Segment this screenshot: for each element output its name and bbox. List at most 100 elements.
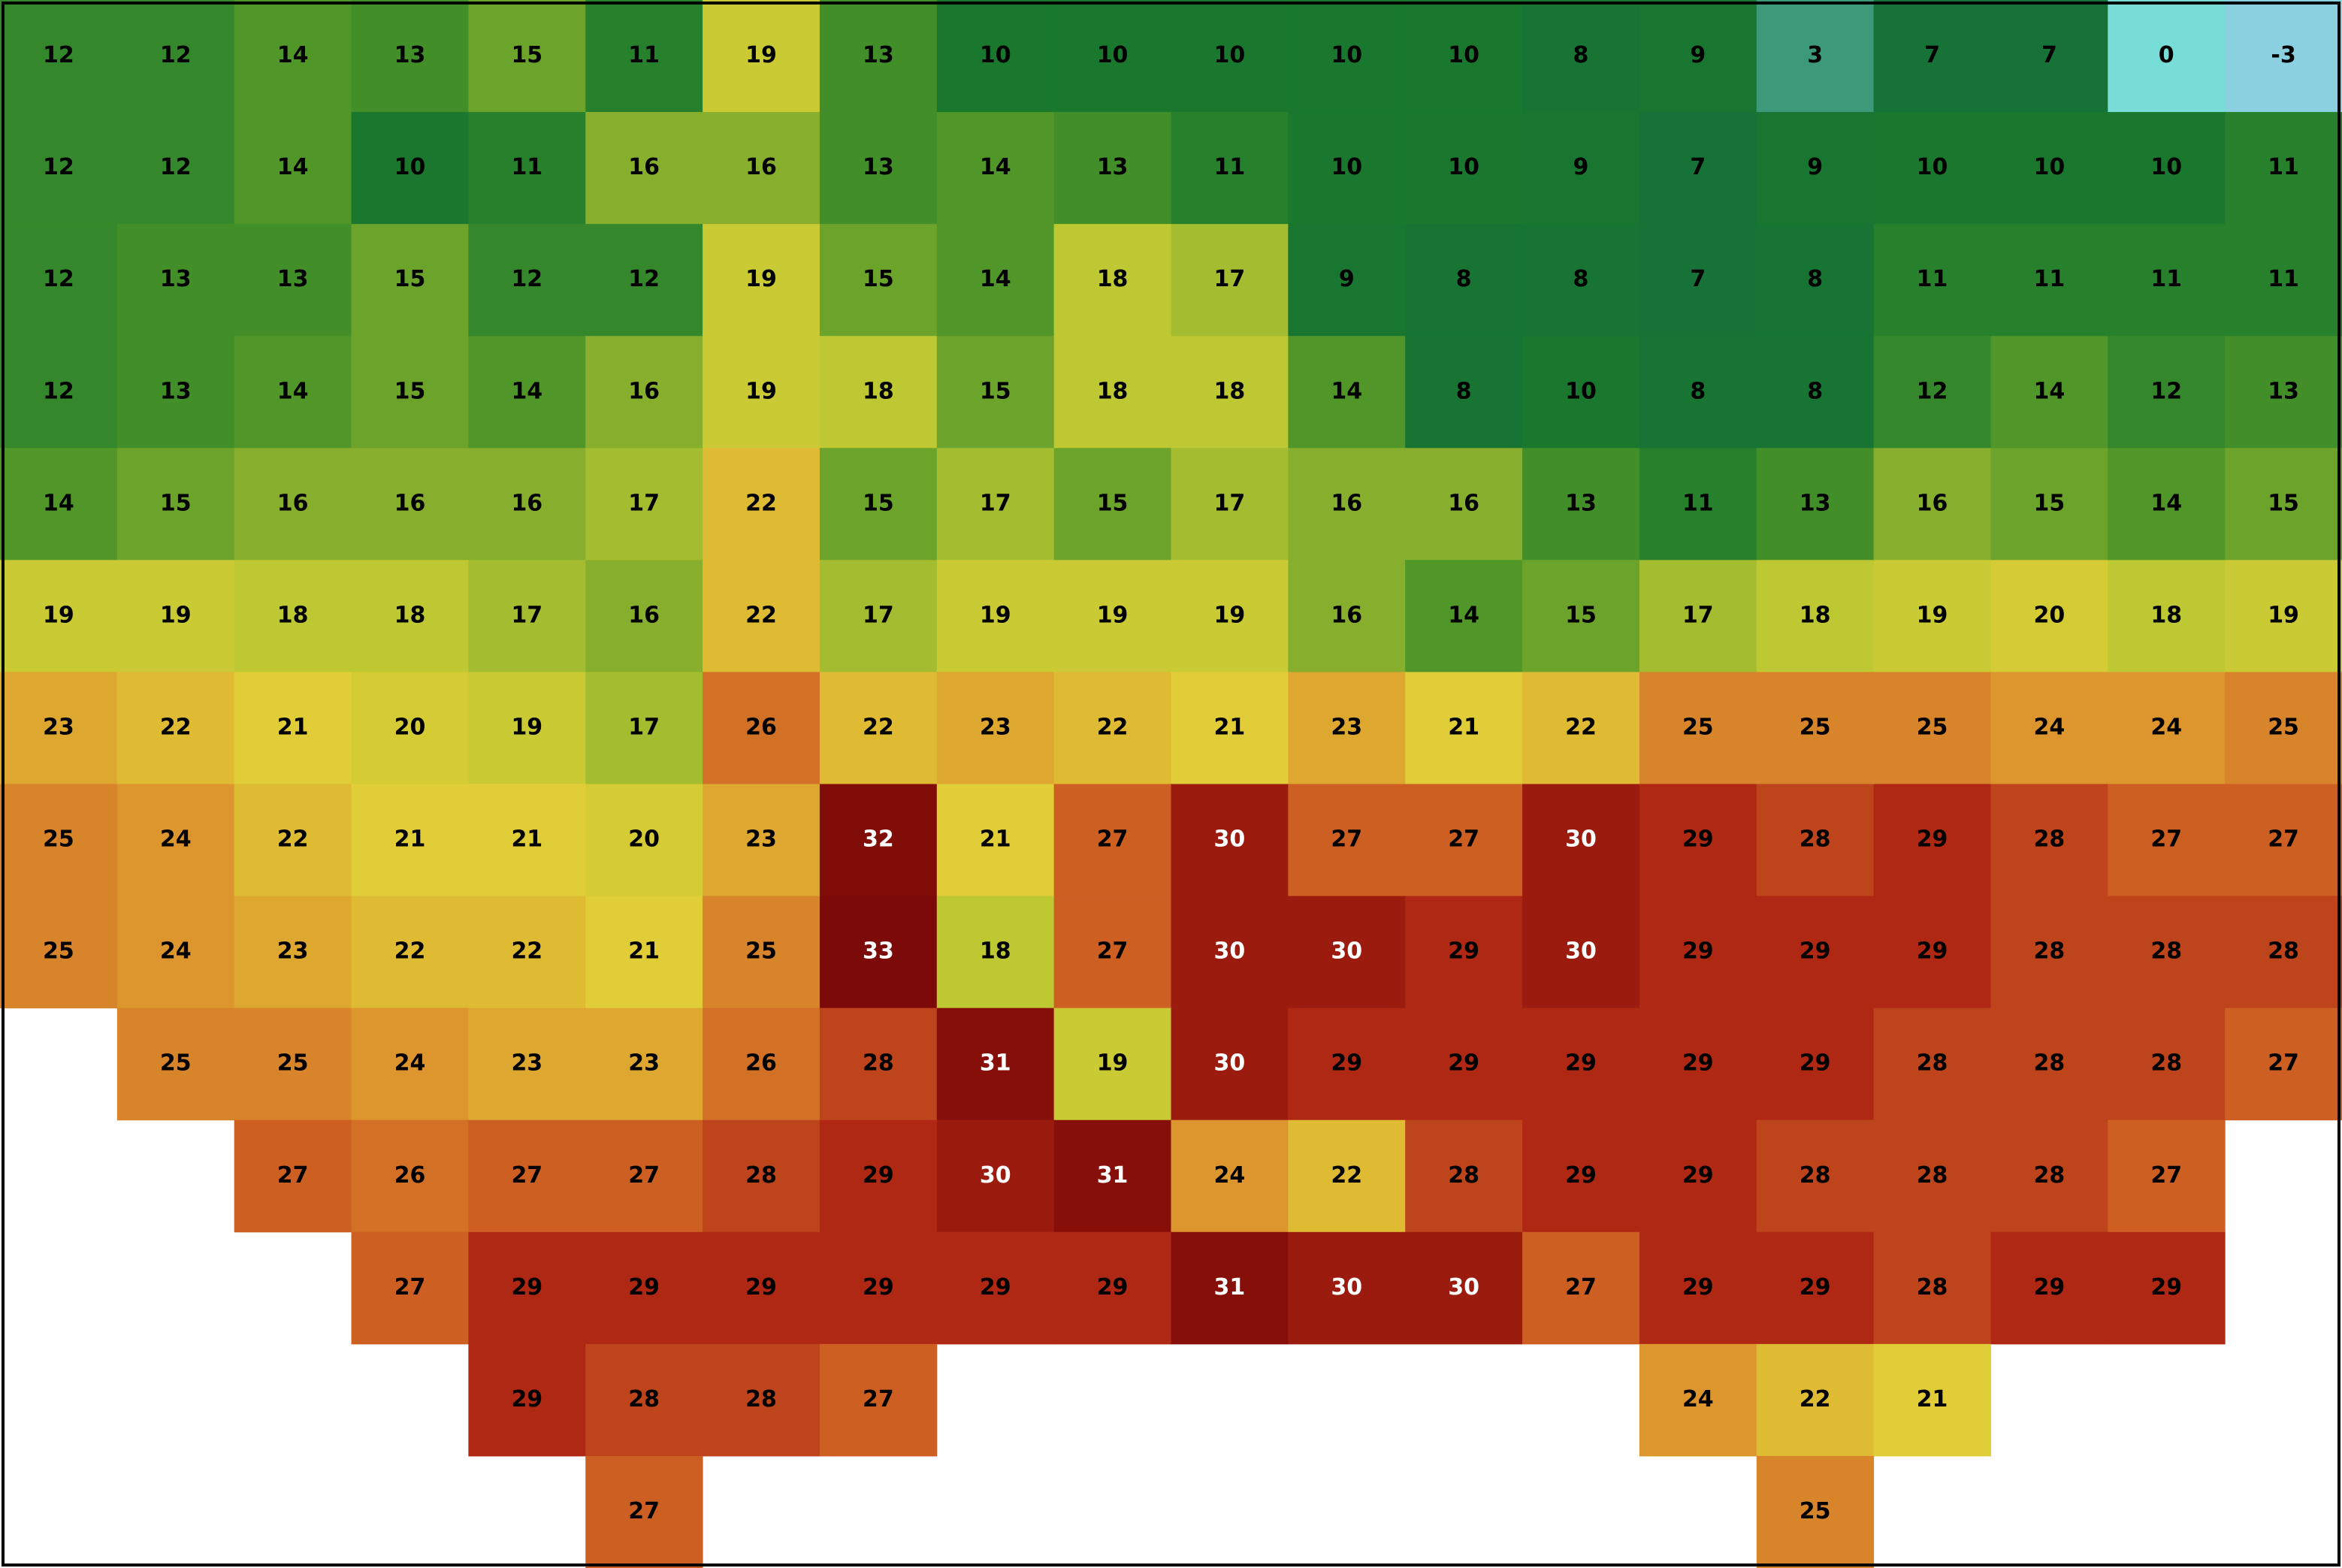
temperature-label: 21 [394, 826, 426, 853]
temperature-label: 19 [1097, 1050, 1129, 1077]
temperature-label: 30 [1331, 938, 1362, 965]
temperature-label: 27 [1331, 826, 1362, 853]
temperature-label: 29 [1682, 1050, 1714, 1077]
temperature-cell [1171, 784, 1289, 897]
temperature-cell [351, 1119, 469, 1233]
temperature-label: 9 [1573, 154, 1589, 180]
temperature-cell [1405, 0, 1523, 113]
temperature-cell [468, 0, 586, 113]
temperature-cell [351, 560, 469, 672]
temperature-label: 25 [745, 938, 777, 965]
temperature-cell [1990, 560, 2108, 672]
temperature-cell [351, 896, 469, 1009]
temperature-label: 18 [1800, 602, 1831, 628]
temperature-cell [703, 448, 820, 560]
temperature-label: 20 [394, 714, 426, 740]
temperature-cell [936, 336, 1055, 449]
temperature-label: 25 [277, 1050, 309, 1077]
temperature-cell [1288, 448, 1406, 560]
temperature-cell [468, 1343, 586, 1457]
temperature-cell [1639, 560, 1757, 672]
temperature-cell [1405, 1231, 1523, 1345]
temperature-cell [1288, 560, 1406, 672]
temperature-label: 19 [1097, 602, 1129, 628]
temperature-cell [1405, 112, 1523, 225]
temperature-cell [1053, 1008, 1171, 1121]
temperature-cell [1405, 448, 1523, 560]
temperature-label: 10 [1565, 378, 1597, 404]
temperature-cell [0, 672, 118, 784]
temperature-cell [1873, 112, 1991, 225]
temperature-cell [234, 336, 352, 449]
temperature-label: 10 [2150, 154, 2182, 180]
temperature-label: 14 [980, 154, 1011, 180]
temperature-label: 27 [2150, 826, 2182, 853]
temperature-cell [1990, 224, 2108, 337]
temperature-label: 12 [160, 42, 192, 68]
temperature-cell [1873, 448, 1991, 560]
temperature-label: 22 [160, 714, 192, 740]
temperature-label: 16 [745, 154, 777, 180]
temperature-cell [2108, 0, 2226, 113]
temperature-cell [1990, 1231, 2108, 1345]
temperature-label: 8 [1690, 378, 1706, 404]
temperature-cell [703, 784, 820, 897]
temperature-cell [585, 336, 703, 449]
temperature-cell [1171, 560, 1289, 672]
temperature-label: 29 [980, 1274, 1011, 1301]
temperature-label: 12 [628, 266, 660, 292]
temperature-cell [2225, 0, 2342, 113]
labels: 12 12 14 13 15 11 19 13 10 10 10 10 10 8 9 3 7 7 0 -3 12 12 14… [43, 42, 2299, 1524]
temperature-cell [234, 448, 352, 560]
temperature-cell [1171, 672, 1289, 784]
temperature-label: 14 [980, 266, 1011, 292]
temperature-label: 18 [1097, 266, 1129, 292]
temperature-cell [1522, 560, 1640, 672]
temperature-label: 28 [1917, 1162, 1948, 1189]
temperature-cell [819, 672, 938, 784]
temperature-label: 23 [628, 1050, 660, 1077]
temperature-cell [2225, 784, 2342, 897]
temperature-label: 17 [511, 602, 542, 628]
temperature-label: 27 [277, 1162, 309, 1189]
temperature-cell [1873, 784, 1991, 897]
temperature-label: 30 [1214, 938, 1246, 965]
temperature-label: 19 [745, 42, 777, 68]
temperature-cell [1873, 560, 1991, 672]
temperature-cell [819, 112, 938, 225]
temperature-label: 13 [277, 266, 309, 292]
temperature-cell [1171, 0, 1289, 113]
temperature-label: 14 [1331, 378, 1362, 404]
temperature-label: 28 [863, 1050, 894, 1077]
temperature-cell [1990, 336, 2108, 449]
temperature-cell [2108, 112, 2226, 225]
temperature-cell [1522, 672, 1640, 784]
temperature-cell [116, 0, 235, 113]
temperature-cell [703, 1119, 820, 1233]
temperature-label: 13 [1565, 490, 1597, 516]
temperature-label: 30 [1214, 826, 1246, 853]
temperature-label: 25 [43, 826, 74, 853]
temperature-cell [1873, 0, 1991, 113]
temperature-label: 18 [1214, 378, 1246, 404]
temperature-cell [1873, 1008, 1991, 1121]
temperature-cell [234, 560, 352, 672]
temperature-label: 16 [1331, 602, 1362, 628]
temperature-label: 7 [1690, 154, 1706, 180]
temperature-cell [468, 1119, 586, 1233]
temperature-cell [585, 896, 703, 1009]
temperature-cell [1873, 896, 1991, 1009]
temperature-label: 29 [511, 1386, 542, 1412]
temperature-label: 28 [745, 1162, 777, 1189]
temperature-label: 12 [2150, 378, 2182, 404]
temperature-cell [234, 1119, 352, 1233]
temperature-label: 10 [1331, 42, 1362, 68]
temperature-cell [1405, 560, 1523, 672]
temperature-label: 29 [1682, 1162, 1714, 1189]
temperature-cell [351, 0, 469, 113]
temperature-label: 22 [394, 938, 426, 965]
temperature-label: 19 [980, 602, 1011, 628]
temperature-cell [2108, 896, 2226, 1009]
temperature-label: 14 [511, 378, 542, 404]
temperature-cell [1756, 1455, 1875, 1568]
